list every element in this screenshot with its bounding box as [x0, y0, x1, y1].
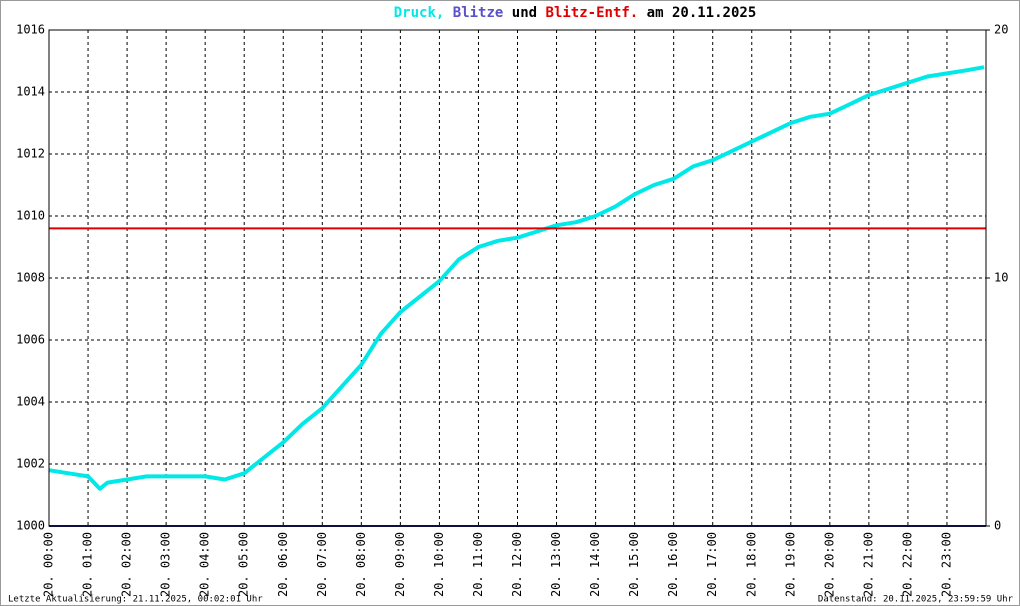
y-tick-label: 1004 — [16, 395, 45, 409]
footer-left: Letzte Aktualisierung: 21.11.2025, 00:02… — [8, 595, 263, 605]
y-tick-label: 1008 — [16, 271, 45, 285]
x-tick-label: 20. 22:00 — [900, 532, 914, 597]
footer-right: Datenstand: 20.11.2025, 23:59:59 Uhr — [818, 595, 1014, 605]
x-tick-label: 20. 02:00 — [120, 532, 134, 597]
y-tick-label: 1002 — [16, 457, 45, 471]
y-tick-label: 1006 — [16, 333, 45, 347]
x-tick-label: 20. 00:00 — [42, 532, 56, 597]
x-tick-label: 20. 09:00 — [393, 532, 407, 597]
x-tick-label: 20. 21:00 — [861, 532, 875, 597]
x-tick-label: 20. 06:00 — [276, 532, 290, 597]
title-joiner: und — [512, 5, 537, 21]
series-line — [48, 65, 985, 491]
x-tick-label: 20. 07:00 — [315, 532, 329, 597]
y-tick-label: 1012 — [16, 147, 45, 161]
x-tick-label: 20. 15:00 — [627, 532, 641, 597]
x-tick-label: 20. 16:00 — [666, 532, 680, 597]
legend-entry: Blitze — [453, 5, 504, 21]
x-tick-label: 20. 04:00 — [198, 532, 212, 597]
x-tick-label: 20. 10:00 — [432, 532, 446, 597]
plot-frame — [48, 29, 987, 527]
x-tick-label: 20. 05:00 — [237, 532, 251, 597]
y2-tick-label: 0 — [994, 519, 1001, 533]
x-tick-label: 20. 23:00 — [939, 532, 953, 597]
title-separator: , — [436, 5, 444, 21]
x-tick-label: 20. 14:00 — [588, 532, 602, 597]
title-date: am 20.11.2025 — [647, 5, 757, 21]
y-tick-label: 1014 — [16, 85, 45, 99]
legend-entry: Blitz-Entf. — [546, 5, 639, 21]
x-tick-label: 20. 18:00 — [744, 532, 758, 597]
x-tick-label: 20. 17:00 — [705, 532, 719, 597]
x-tick-label: 20. 13:00 — [549, 532, 563, 597]
y2-tick-label: 10 — [994, 271, 1008, 285]
x-tick-label: 20. 11:00 — [471, 532, 485, 597]
y2-tick-label: 20 — [994, 23, 1008, 37]
y-tick-label: 1000 — [16, 519, 45, 533]
y-tick-label: 1016 — [16, 23, 45, 37]
x-tick-label: 20. 20:00 — [822, 532, 836, 597]
y-tick-label: 1010 — [16, 209, 45, 223]
x-tick-label: 20. 01:00 — [81, 532, 95, 597]
chart-title: Druck, Blitze und Blitz-Entf. am 20.11.2… — [394, 5, 757, 21]
x-tick-label: 20. 08:00 — [354, 532, 368, 597]
x-tick-label: 20. 12:00 — [510, 532, 524, 597]
x-tick-label: 20. 03:00 — [159, 532, 173, 597]
x-tick-label: 20. 19:00 — [783, 532, 797, 597]
legend-entry: Druck — [394, 5, 437, 21]
